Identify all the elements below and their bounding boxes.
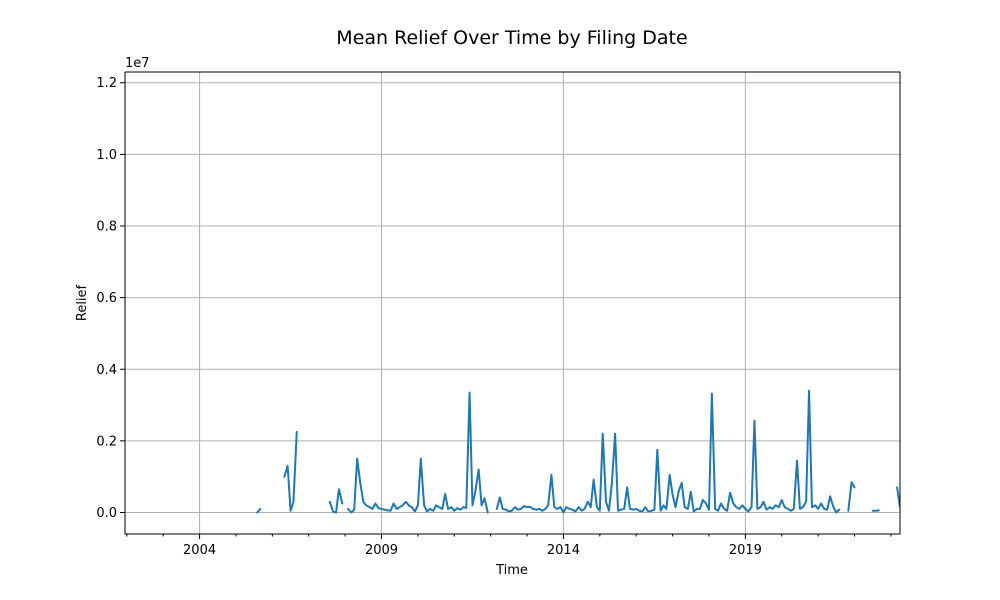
series-line-segment <box>256 507 262 514</box>
y-tick-label: 0.2 <box>96 434 117 449</box>
x-tick-label: 2014 <box>547 543 580 558</box>
series-line-segment <box>847 481 856 512</box>
series-line-segment <box>347 391 489 514</box>
y-tick-label: 1.2 <box>96 76 117 91</box>
x-tick-label: 2004 <box>183 543 216 558</box>
y-tick-label: 0.4 <box>96 363 117 378</box>
x-axis-label: Time <box>495 563 528 578</box>
x-tick-label: 2019 <box>729 543 762 558</box>
y-tick-label: 0.6 <box>96 291 117 306</box>
chart-title: Mean Relief Over Time by Filing Date <box>336 27 687 49</box>
grid <box>125 72 900 534</box>
plot-frame <box>124 71 901 535</box>
y-tick-label: 1.0 <box>96 148 117 163</box>
series-line-segment <box>328 488 344 514</box>
y-tick-label: 0.8 <box>96 220 117 235</box>
series-group <box>256 389 900 514</box>
series-line-segment <box>283 430 298 512</box>
y-axis-label: Relief <box>75 284 90 321</box>
x-tick-label: 2009 <box>365 543 398 558</box>
y-multiplier-label: 1e7 <box>125 56 150 71</box>
series-line-segment <box>495 389 841 514</box>
y-tick-label: 0.0 <box>96 506 117 521</box>
axis-ticks: 2004 2009 2014 2019 0.0 0.2 0.4 0.6 0.8 1.0 1.2 <box>96 76 892 558</box>
